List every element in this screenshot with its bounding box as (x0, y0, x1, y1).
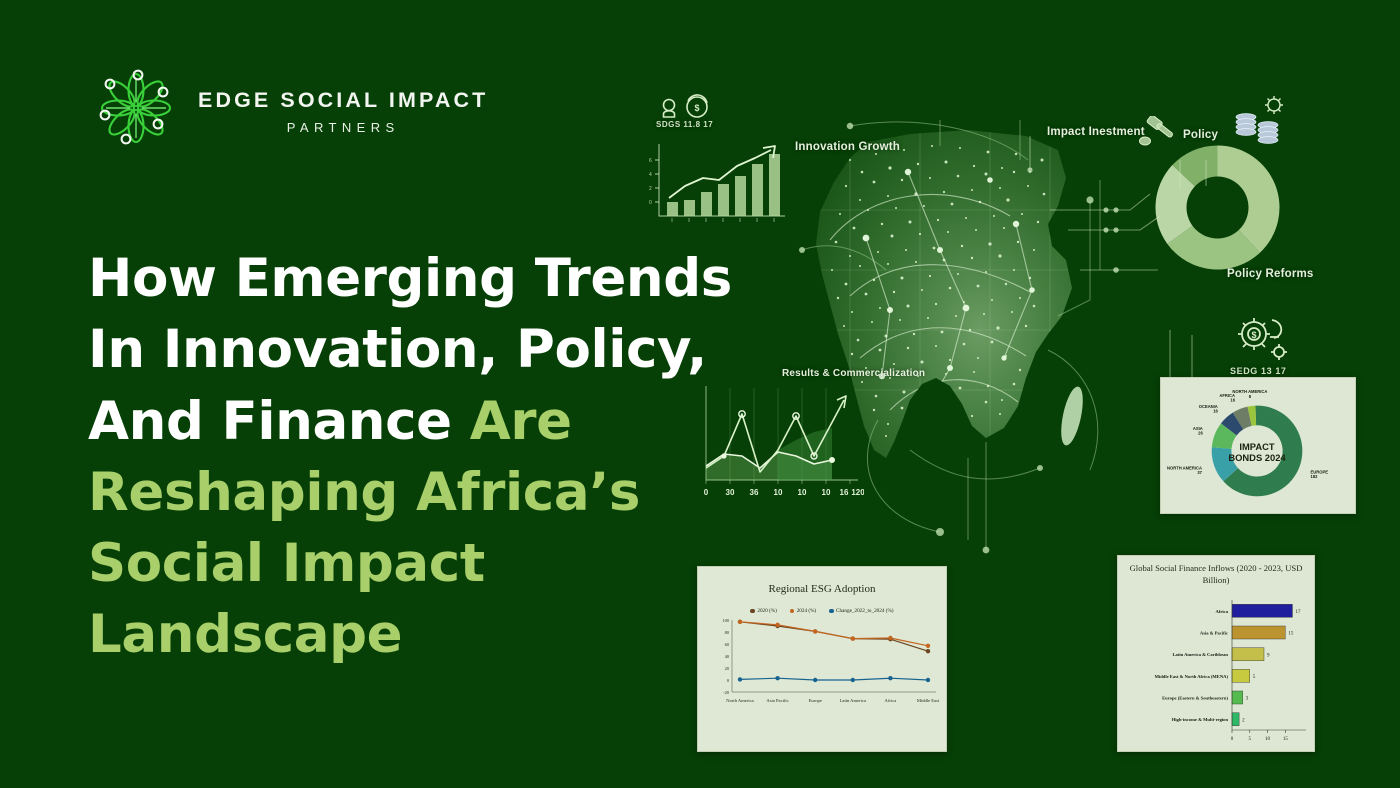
svg-text:5: 5 (1249, 737, 1252, 742)
africa-map-graphic (790, 110, 1170, 590)
svg-text:120: 120 (851, 488, 864, 497)
label-sdg-right: SEDG 13 17 (1230, 366, 1287, 376)
svg-text:Africa: Africa (1216, 609, 1229, 614)
brand-logo[interactable]: EDGE SOCIAL IMPACT PARTNERS (88, 52, 485, 164)
svg-text:6: 6 (649, 158, 652, 164)
svg-text:0: 0 (1231, 737, 1234, 742)
svg-text:60: 60 (725, 642, 730, 647)
svg-text:$: $ (1251, 330, 1256, 340)
svg-text:Africa: Africa (885, 698, 897, 703)
svg-text:80: 80 (725, 630, 730, 635)
policy-donut-graphic (1155, 145, 1280, 270)
svg-text:5: 5 (1253, 675, 1256, 680)
svg-text:16: 16 (1230, 398, 1235, 403)
svg-text:North America: North America (726, 698, 753, 703)
svg-text:37: 37 (1197, 470, 1202, 475)
leaf-mandala-icon (88, 60, 184, 156)
esg-legend-item: 2024 (%) (789, 608, 817, 614)
svg-text:Asia & Pacific: Asia & Pacific (1200, 631, 1228, 636)
svg-text:3: 3 (1246, 697, 1249, 702)
global-social-finance-inflows-card: Global Social Finance Inflows (2020 - 20… (1117, 555, 1315, 752)
brand-subtitle: PARTNERS (286, 119, 400, 135)
label-policy-reforms: Policy Reforms (1227, 268, 1314, 280)
svg-text:BONDS 2024: BONDS 2024 (1228, 453, 1286, 463)
svg-text:15: 15 (1288, 632, 1294, 637)
svg-text:0: 0 (649, 200, 652, 206)
svg-text:2: 2 (1242, 719, 1245, 724)
svg-text:16: 16 (1213, 409, 1218, 414)
svg-text:NORTH AMERICA: NORTH AMERICA (1232, 389, 1267, 394)
legend-dot-icon (789, 608, 795, 614)
headline-line-1: How Emerging Trends (88, 248, 732, 309)
svg-text:Latin America: Latin America (840, 698, 866, 703)
svg-text:Europe: Europe (809, 698, 822, 703)
esg-legend-label: Change_2022_to_2024 (%) (836, 608, 894, 614)
legend-dot-icon (829, 608, 834, 614)
svg-text:20: 20 (725, 666, 730, 671)
headline-line-2: In Innovation, Policy, (88, 319, 707, 381)
svg-text:OCEANIA: OCEANIA (1199, 404, 1218, 409)
svg-text:10: 10 (1265, 737, 1271, 742)
sdg-icons-left: $ (655, 92, 725, 137)
headline-line-6: Landscape (88, 604, 403, 666)
inflows-chart-title: Global Social Finance Inflows (2020 - 20… (1129, 563, 1303, 585)
svg-text:10: 10 (798, 488, 807, 497)
label-impact-investment: Impact Inestment (1047, 126, 1145, 138)
esg-chart-legend: 2020 (%) 2024 (%) Change_2022_to_2024 (%) (706, 608, 938, 614)
label-results-commercialization: Results & Commercialization (782, 368, 926, 379)
page-title: How Emerging Trends In Innovation, Polic… (88, 243, 778, 671)
svg-text:ASIA: ASIA (1193, 426, 1203, 431)
svg-text:Middle East & North Africa (ME: Middle East & North Africa (MENA) (1155, 674, 1229, 679)
svg-text:NORTH AMERICA: NORTH AMERICA (1167, 466, 1202, 471)
esg-legend-label: 2024 (%) (796, 608, 817, 614)
label-innovation-growth: Innovation Growth (795, 141, 900, 153)
svg-text:17: 17 (1295, 610, 1301, 615)
svg-text:Middle East: Middle East (917, 698, 940, 703)
headline-line-4: Reshaping Africa’s (88, 461, 641, 523)
svg-text:40: 40 (725, 654, 730, 659)
label-policy: Policy (1183, 129, 1219, 141)
esg-legend-item: Change_2022_to_2024 (%) (829, 608, 894, 614)
svg-text:16: 16 (840, 488, 849, 497)
svg-text:Europe (Eastern & Southeastern: Europe (Eastern & Southeastern) (1162, 696, 1228, 701)
esg-chart-title: Regional ESG Adoption (768, 583, 876, 595)
svg-text:Latin America & Caribbean: Latin America & Caribbean (1172, 652, 1228, 657)
svg-text:182: 182 (1311, 474, 1319, 479)
esg-chart-plot: 100 80 60 40 20 0 -20 North America Asia Pacific… (706, 616, 940, 721)
gear-dollar-leaf-icon: $ (1232, 310, 1294, 366)
headline-line-3: And Finance (88, 390, 470, 452)
legend-dot-icon (750, 608, 755, 614)
svg-text:10: 10 (822, 488, 831, 497)
svg-text:EUROPE: EUROPE (1311, 470, 1329, 475)
brand-name: EDGE SOCIAL IMPACT (198, 87, 489, 112)
esg-legend-item: 2020 (%) (750, 608, 777, 614)
svg-text:4: 4 (649, 172, 652, 178)
svg-text:High-income & Multi-region: High-income & Multi-region (1172, 717, 1229, 722)
svg-text:IMPACT: IMPACT (1239, 442, 1274, 452)
svg-text:-20: -20 (723, 690, 730, 695)
svg-text:26: 26 (1198, 431, 1203, 436)
impact-bonds-card: EUROPE 182 NORTH AMERICA 37 ASIA 26 OCEANIA 16 A… (1160, 377, 1356, 514)
brand-wordmark: EDGE SOCIAL IMPACT PARTNERS (198, 82, 488, 135)
label-sdg-left: SDGS 11.8 17 (656, 120, 714, 129)
gavel-icon (1136, 114, 1178, 152)
svg-text:15: 15 (1283, 737, 1289, 742)
inflows-chart-plot: Africa 17 Asia & Pacific 15 Latin America & … (1124, 592, 1308, 752)
svg-text:9: 9 (1267, 654, 1270, 659)
svg-text:Asia Pacific: Asia Pacific (766, 698, 788, 703)
svg-text:8: 8 (1249, 394, 1252, 399)
regional-esg-adoption-card: Regional ESG Adoption 2020 (%) 2024 (%) Ch… (697, 566, 947, 752)
coins-gear-icon-group (1232, 95, 1292, 155)
headline-line-3-accent: Are (469, 390, 572, 452)
svg-text:AFRICA: AFRICA (1219, 393, 1235, 398)
esg-legend-label: 2020 (%) (757, 608, 777, 614)
headline-line-5: Social Impact (88, 533, 485, 595)
svg-text:0: 0 (727, 678, 730, 683)
svg-text:2: 2 (649, 186, 652, 192)
innovation-growth-sparkline: 6 4 2 0 (645, 140, 790, 230)
svg-text:$: $ (694, 103, 699, 113)
svg-text:100: 100 (722, 618, 729, 623)
